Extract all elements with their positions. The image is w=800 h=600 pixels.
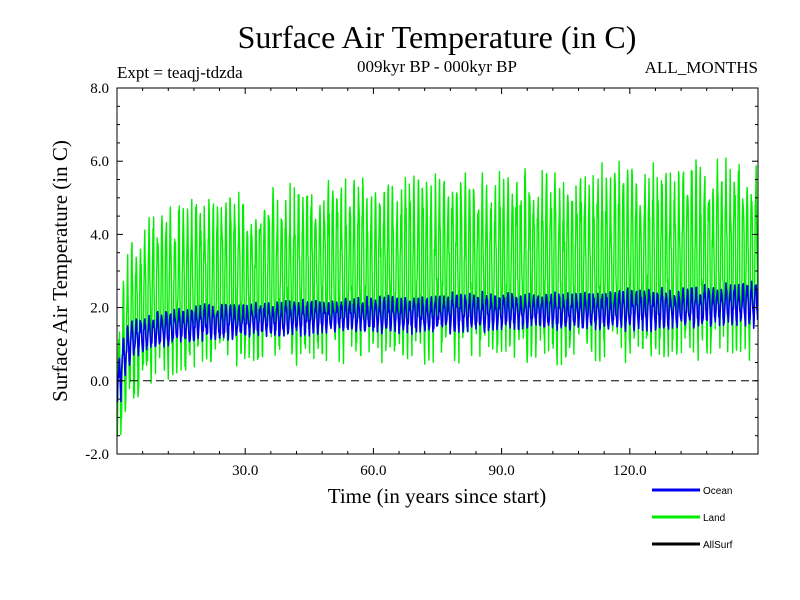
chart-subtitle-center: 009kyr BP - 000kyr BP — [357, 57, 517, 76]
axes-group: -2.0 0.0 2.0 4.0 6.0 8.0 30.0 60.0 90.0 120.0 — [85, 81, 759, 479]
plot-series-group — [117, 157, 758, 437]
legend: Ocean Land AllSurf — [652, 486, 733, 551]
y-axis-label: Surface Air Temperature (in C) — [48, 140, 72, 402]
y-tick-label: 0.0 — [90, 374, 109, 390]
x-tick-label: 30.0 — [232, 463, 258, 479]
legend-label-land: Land — [703, 513, 725, 524]
legend-label-ocean: Ocean — [703, 486, 732, 497]
chart-title: Surface Air Temperature (in C) — [238, 19, 637, 55]
series-line-ocean — [117, 280, 758, 403]
chart-subtitle-right: ALL_MONTHS — [645, 58, 758, 77]
x-axis-label: Time (in years since start) — [328, 484, 547, 508]
y-tick-label: 6.0 — [90, 154, 109, 170]
x-tick-label: 90.0 — [488, 463, 514, 479]
chart-subtitle-left: Expt = teaqj-tdzda — [117, 63, 243, 82]
legend-label-allsurf: AllSurf — [703, 540, 733, 551]
y-tick-label: 8.0 — [90, 81, 109, 97]
x-tick-label: 60.0 — [360, 463, 386, 479]
y-tick-label: 2.0 — [90, 301, 109, 317]
y-tick-label: -2.0 — [85, 447, 109, 463]
y-tick-label: 4.0 — [90, 227, 109, 243]
x-tick-label: 120.0 — [613, 463, 647, 479]
